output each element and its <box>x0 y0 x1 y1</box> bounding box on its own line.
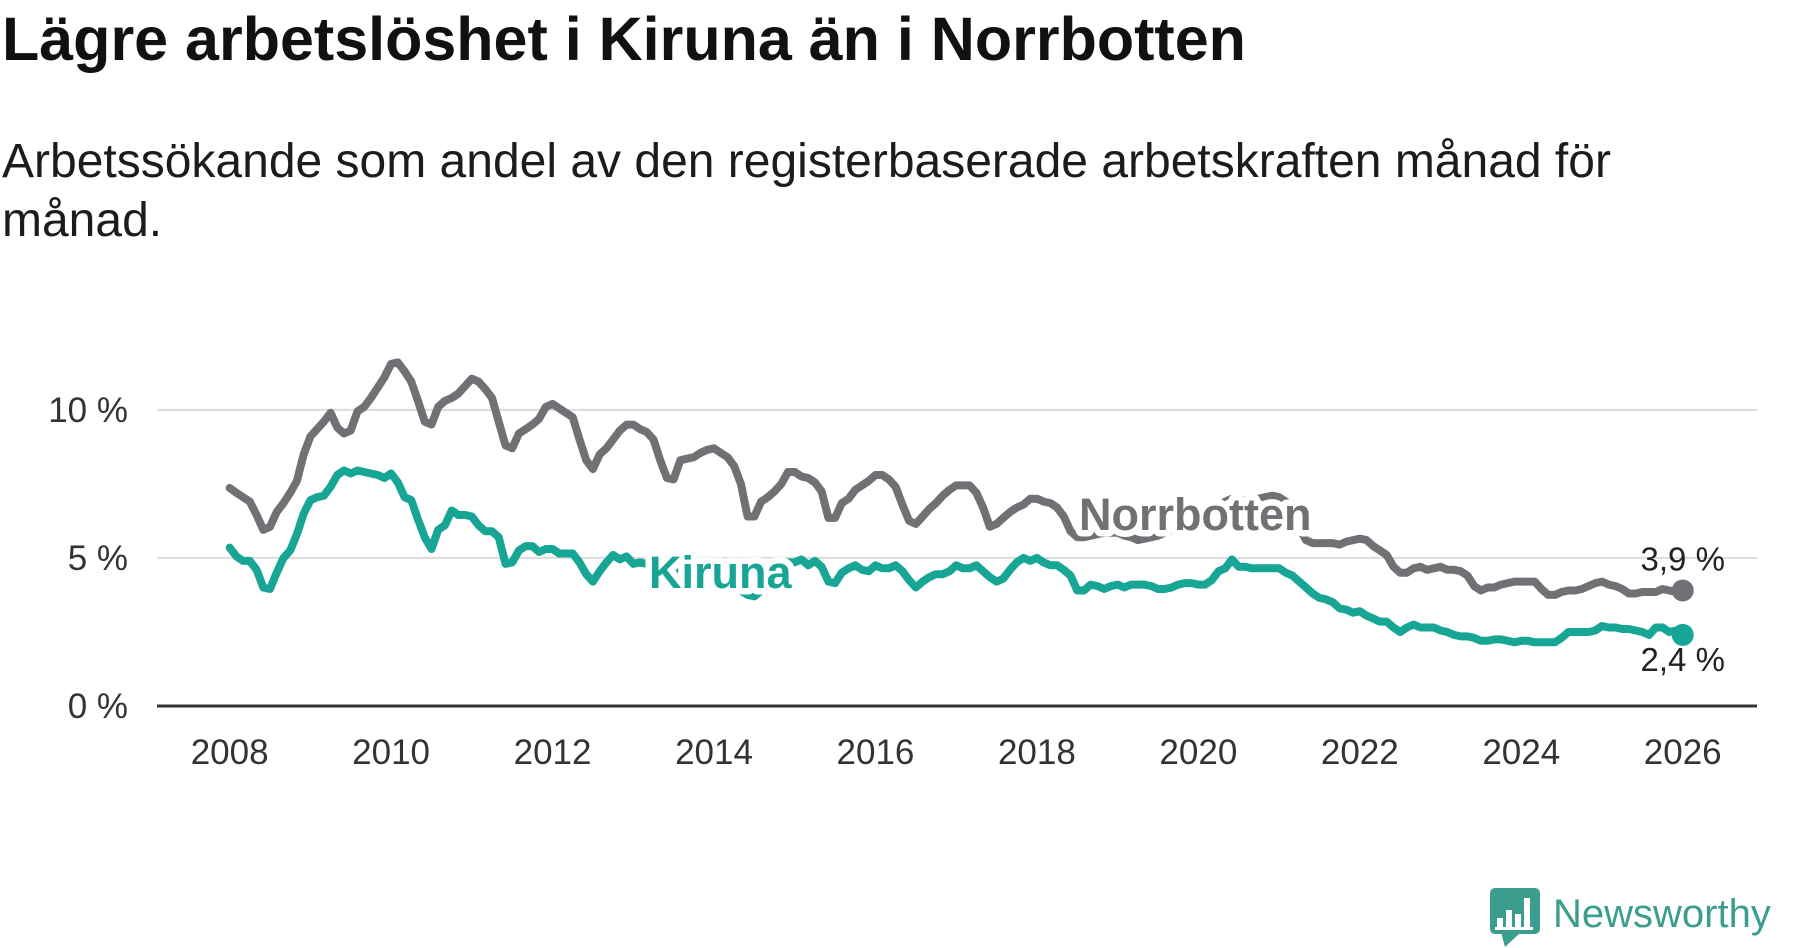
x-tick-label: 2016 <box>837 733 915 772</box>
x-tick-label: 2020 <box>1159 733 1237 772</box>
x-tick-label: 2022 <box>1321 733 1399 772</box>
y-tick-label: 0 % <box>68 687 128 726</box>
logo-icon-bar <box>1515 914 1521 927</box>
y-tick-label: 5 % <box>68 539 128 578</box>
x-tick-label: 2018 <box>998 733 1076 772</box>
chart-subtitle: Arbetssökande som andel av den registerb… <box>2 135 1611 247</box>
end-value-label-norrbotten: 3,9 % <box>1641 540 1725 577</box>
series-line-norrbotten <box>225 358 1687 599</box>
logo-icon-bar <box>1497 918 1503 927</box>
newsworthy-logo-icon <box>1490 888 1540 947</box>
logo-icon-bar <box>1524 898 1530 927</box>
series-labels: Norrbotten Kiruna <box>643 483 1318 605</box>
logo-icon-bar <box>1506 910 1512 927</box>
y-tick-label: 10 % <box>48 391 128 430</box>
x-tick-label: 2010 <box>352 733 430 772</box>
x-tick-label: 2014 <box>675 733 753 772</box>
series-line-kiruna <box>225 466 1687 647</box>
series-label-kiruna: Kiruna <box>649 547 792 598</box>
series-label-norrbotten: Norrbotten <box>1079 489 1311 540</box>
end-dots <box>1671 579 1694 646</box>
newsworthy-brand-name: Newsworthy <box>1553 892 1771 936</box>
y-axis-labels: 0 % 5 % 10 % <box>48 391 128 726</box>
logo-icon-tail <box>1501 932 1521 947</box>
chart-title: Lägre arbetslöshet i Kiruna än i Norrbot… <box>2 5 1246 73</box>
end-dot-kiruna <box>1671 623 1694 646</box>
end-dot-norrbotten <box>1671 579 1694 602</box>
x-tick-label: 2012 <box>514 733 592 772</box>
x-tick-label: 2026 <box>1644 733 1722 772</box>
logo-icon-baseline <box>1495 927 1533 930</box>
end-value-label-kiruna: 2,4 % <box>1641 641 1725 678</box>
newsworthy-logo[interactable]: Newsworthy <box>1490 888 1771 947</box>
x-tick-label: 2024 <box>1482 733 1560 772</box>
x-axis-labels: 2008 2010 2012 2014 2016 2018 2020 2022 2024 2026 <box>191 733 1722 772</box>
x-tick-label: 2008 <box>191 733 269 772</box>
series-lines <box>225 358 1687 647</box>
end-value-labels: 3,9 % 2,4 % <box>1641 540 1725 677</box>
